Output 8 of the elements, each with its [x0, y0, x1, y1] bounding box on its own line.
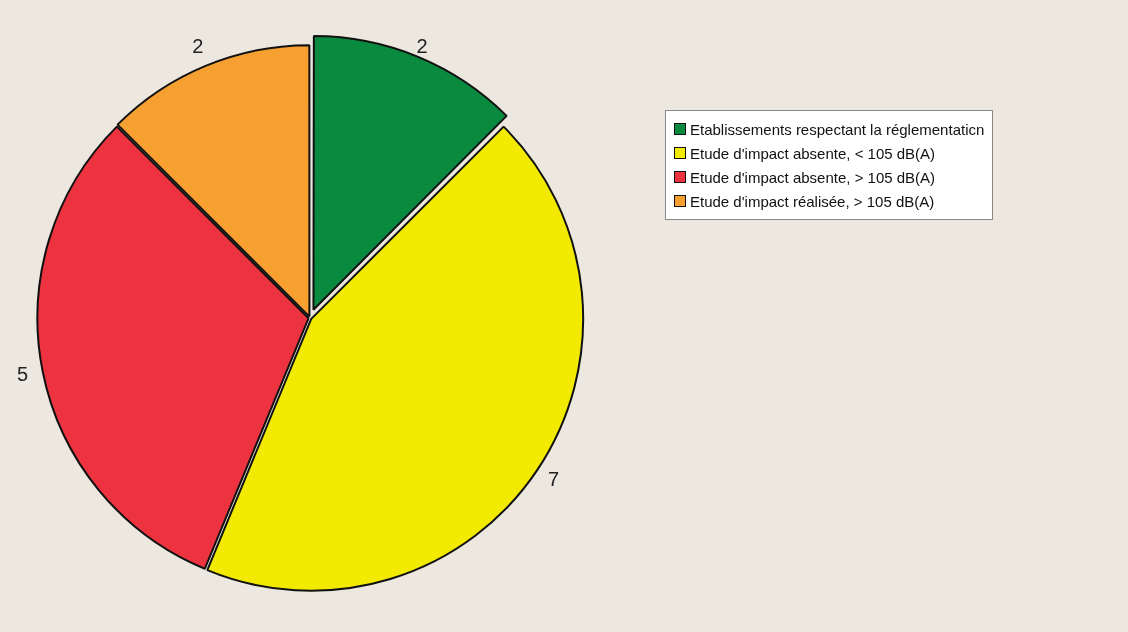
- legend-label: Etablissements respectant la réglementaticn: [690, 120, 985, 138]
- legend-label: Etude d'impact réalisée, > 105 dB(A): [690, 192, 935, 210]
- data-label: 5: [17, 362, 29, 385]
- legend-label: Etude d'impact absente, < 105 dB(A): [690, 144, 936, 162]
- data-label: 2: [192, 34, 204, 57]
- legend-label: Etude d'impact absente, > 105 dB(A): [690, 168, 936, 186]
- data-label: 2: [416, 34, 428, 57]
- data-label: 7: [548, 468, 560, 491]
